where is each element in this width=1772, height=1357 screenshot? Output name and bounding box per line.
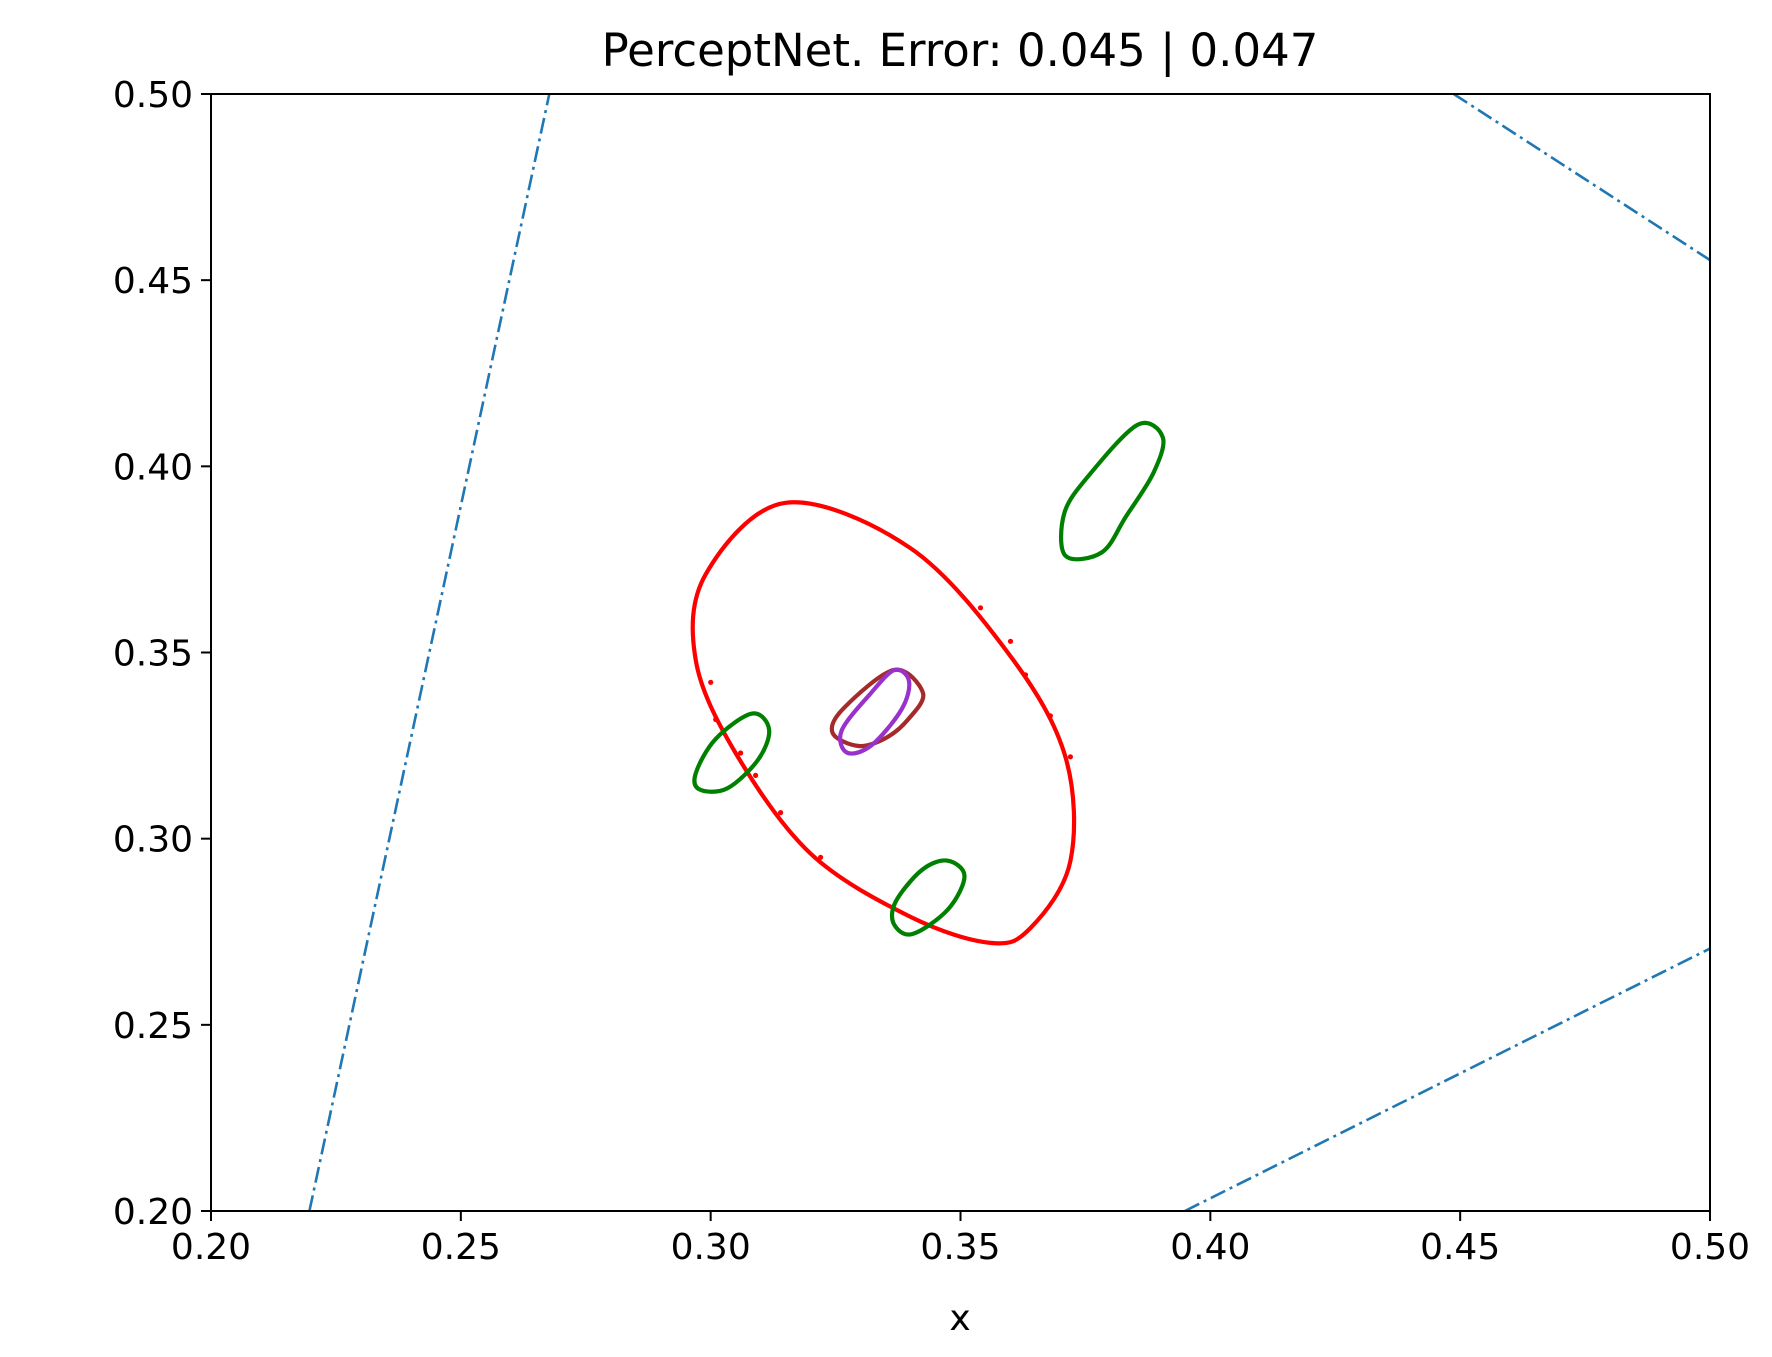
y-tick-label-1: 0.25 — [113, 1006, 193, 1047]
marker-point-3 — [1047, 713, 1053, 719]
boundary-line-2 — [1184, 947, 1710, 1211]
boundary-line-1 — [1452, 94, 1710, 262]
plot-frame — [210, 93, 1711, 1212]
marker-point-5 — [708, 679, 714, 685]
x-tick-label-4: 0.40 — [1170, 1227, 1250, 1268]
ellipse-contour-2 — [692, 711, 772, 794]
x-tick-label-3: 0.35 — [920, 1227, 1000, 1268]
marker-point-10 — [818, 854, 824, 860]
x-tick-label-2: 0.30 — [671, 1227, 751, 1268]
plot-background — [211, 94, 1710, 1211]
x-tick-label-5: 0.45 — [1420, 1227, 1500, 1268]
marker-point-4 — [1067, 754, 1073, 760]
marker-point-2 — [1022, 672, 1029, 678]
x-tick-label-0: 0.20 — [171, 1227, 251, 1268]
y-tick-label-2: 0.30 — [113, 820, 193, 861]
ellipse-contour-3 — [889, 858, 967, 937]
marker-point-0 — [977, 605, 984, 611]
y-tick-label-6: 0.50 — [113, 75, 193, 116]
chart-title: PerceptNet. Error: 0.045 | 0.047 — [602, 24, 1319, 77]
ellipse-contour-1 — [1058, 420, 1166, 562]
x-axis-label: x — [949, 1298, 970, 1339]
ellipse-contour-0 — [690, 500, 1077, 946]
marker-point-7 — [738, 750, 744, 756]
x-tick-label-6: 0.50 — [1670, 1227, 1750, 1268]
x-tick-label-1: 0.25 — [421, 1227, 501, 1268]
y-tick-label-5: 0.45 — [113, 261, 193, 302]
marker-point-8 — [753, 772, 759, 779]
marker-point-1 — [1007, 638, 1014, 644]
y-tick-label-0: 0.20 — [113, 1192, 193, 1233]
y-tick-label-4: 0.40 — [113, 447, 193, 488]
marker-point-6 — [713, 716, 719, 723]
plot-content — [308, 94, 1710, 1211]
marker-point-9 — [778, 810, 784, 816]
y-tick-label-3: 0.35 — [113, 634, 193, 675]
ellipse-contour-5 — [838, 667, 912, 756]
axes-ticks: 0.20 0.25 0.30 0.35 0.40 0.45 0.50 0.20 0.25 0.30… — [113, 75, 1750, 1268]
